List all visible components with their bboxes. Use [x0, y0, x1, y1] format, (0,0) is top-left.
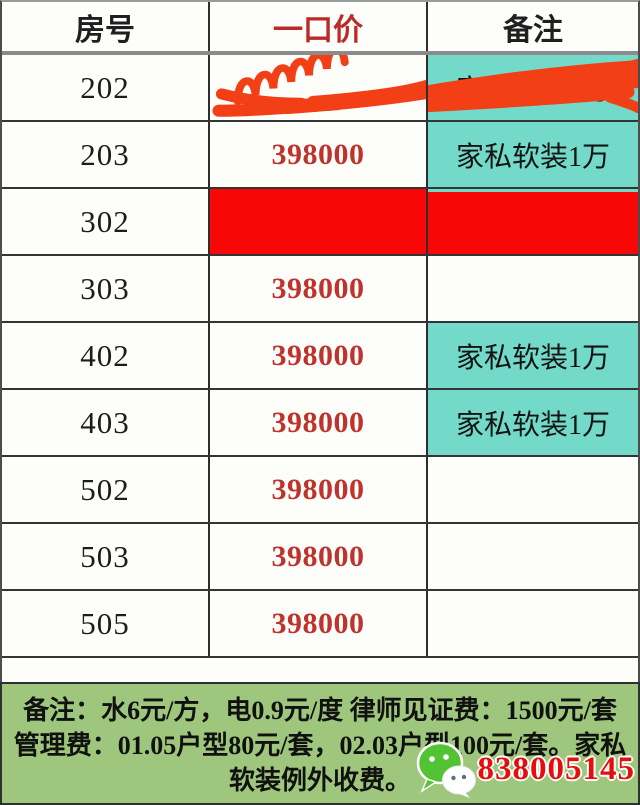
room-number: 403	[80, 404, 130, 440]
table-row: 203 398000 家私软装1万	[2, 122, 638, 189]
room-cell: 202	[2, 55, 210, 120]
footer-line-2: 管理费：01.05户型80元/套，02.03户型100元/套。家私	[13, 731, 627, 760]
header-room: 房号	[2, 2, 210, 51]
note-text: 家私软装1万	[455, 342, 610, 374]
wechat-badge: 838005145	[415, 740, 636, 798]
price-cell: 398000	[210, 256, 428, 321]
price-table: 房号 一口价 备注 202 398000 家私软装1万	[0, 0, 640, 682]
room-cell: 402	[2, 323, 210, 388]
note-cell	[428, 524, 638, 589]
room-cell: 302	[2, 189, 210, 254]
room-number: 203	[80, 136, 130, 172]
header-price: 一口价	[210, 2, 428, 51]
room-cell: 303	[2, 256, 210, 321]
price-value: 398000	[271, 539, 365, 573]
table-row: 402 398000 家私软装1万	[2, 323, 638, 390]
room-cell: 203	[2, 122, 210, 187]
wechat-icon	[416, 741, 476, 798]
note-text: 家私软装1万	[455, 74, 610, 106]
price-value: 398000	[271, 271, 365, 305]
table-row: 503 398000	[2, 524, 638, 591]
price-cell: 398000	[210, 390, 428, 455]
table-row: 505 398000	[2, 591, 638, 658]
table-row: 303 398000	[2, 256, 638, 323]
note-cell: 家私软装1万	[428, 122, 638, 187]
table-body: 202 398000 家私软装1万	[2, 55, 638, 658]
price-cell: 398000	[210, 55, 428, 120]
room-number: 303	[80, 270, 130, 306]
note-cell: 家私软装1万	[428, 323, 638, 388]
note-cell	[428, 591, 638, 656]
room-cell: 502	[2, 457, 210, 522]
room-cell: 505	[2, 591, 210, 656]
wechat-number: 838005145	[477, 750, 635, 787]
price-value: 398000	[271, 472, 365, 506]
note-cell	[428, 189, 638, 254]
room-number: 505	[80, 605, 130, 641]
room-number: 502	[80, 471, 130, 507]
price-cell: 398000	[210, 457, 428, 522]
note-cell: 家私软装1万	[428, 55, 638, 120]
price-value: 398000	[271, 405, 365, 439]
table-row: 403 398000 家私软装1万	[2, 390, 638, 457]
room-cell: 403	[2, 390, 210, 455]
price-value: 398000	[271, 137, 365, 171]
note-text: 家私软装1万	[455, 409, 610, 441]
price-value: 398000	[271, 338, 365, 372]
price-cell	[210, 189, 428, 254]
note-cell	[428, 256, 638, 321]
price-value: 398000	[271, 606, 365, 640]
price-cell: 398000	[210, 524, 428, 589]
table-row: 502 398000	[2, 457, 638, 524]
price-cell: 398000	[210, 591, 428, 656]
price-cell: 398000	[210, 122, 428, 187]
header-note: 备注	[428, 2, 638, 51]
room-number: 503	[80, 538, 130, 574]
room-number: 302	[80, 203, 130, 239]
note-cell	[428, 457, 638, 522]
price-cell: 398000	[210, 323, 428, 388]
note-text: 家私软装1万	[455, 141, 610, 173]
footer-notes: 备注：水6元/方，电0.9元/度 律师见证费：1500元/套 管理费：01.05…	[0, 682, 640, 805]
footer-line-1: 备注：水6元/方，电0.9元/度 律师见证费：1500元/套	[23, 696, 617, 725]
room-number: 402	[80, 337, 130, 373]
table-header-row: 房号 一口价 备注	[2, 2, 638, 55]
room-cell: 503	[2, 524, 210, 589]
table-row: 302	[2, 189, 638, 256]
note-cell: 家私软装1万	[428, 390, 638, 455]
table-row: 202 398000 家私软装1万	[2, 55, 638, 122]
room-number: 202	[80, 69, 130, 105]
footer-line-3: 软装例外收费。	[228, 766, 411, 795]
